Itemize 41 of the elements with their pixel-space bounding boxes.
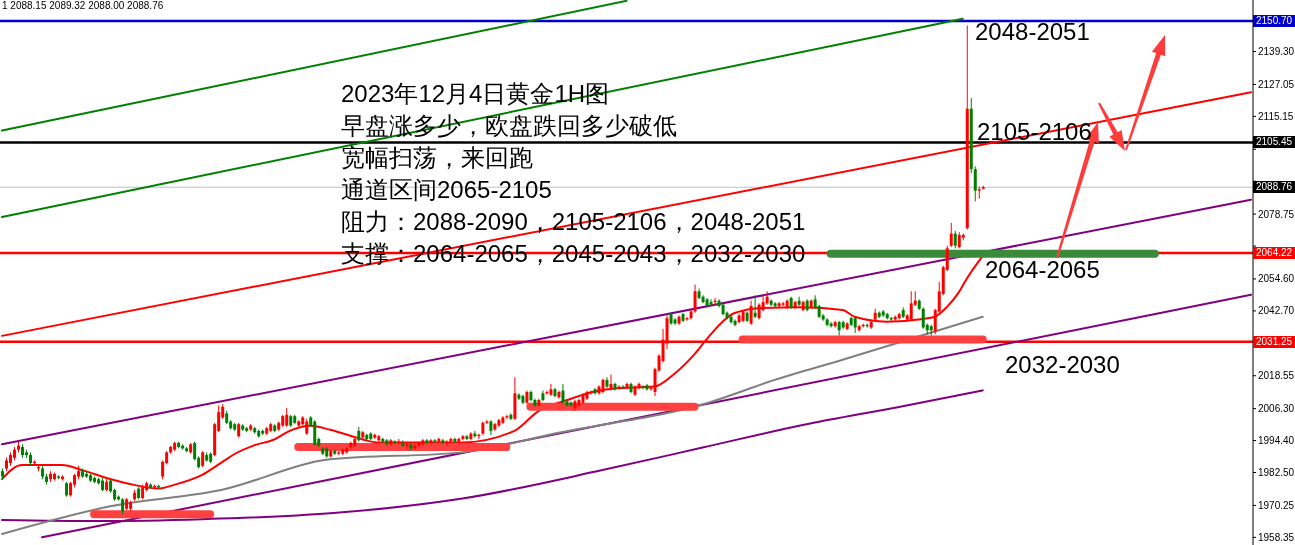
candlestick — [729, 314, 733, 325]
y-tick-label: 2078.75 — [1258, 208, 1295, 220]
line-series — [1, 315, 984, 535]
y-tick-label: 2127.05 — [1258, 78, 1295, 90]
y-tick-label: 2042.70 — [1258, 305, 1295, 317]
candlestick — [549, 383, 553, 397]
candlestick — [609, 374, 613, 392]
candlestick — [765, 290, 769, 306]
ref-line-label: 2088.76 — [1253, 181, 1295, 194]
candlestick — [693, 284, 697, 314]
annotation: 宽幅扫荡，来回跑 — [341, 143, 534, 173]
candlestick — [797, 296, 801, 307]
candlestick — [285, 407, 289, 428]
ref-line-label: 2064.22 — [1253, 247, 1295, 260]
y-tick-label: 2115.15 — [1258, 110, 1294, 122]
y-tick-label: 2054.60 — [1258, 273, 1295, 285]
annotation: 2064-2065 — [985, 256, 1100, 284]
chart-subtitle: 1 2088.15 2089.32 2088.00 2088.76 — [2, 0, 164, 12]
candlestick — [921, 306, 925, 330]
y-tick-label: 1982.50 — [1258, 467, 1295, 479]
y-tick-label: 2018.55 — [1258, 370, 1295, 382]
candlestick — [561, 383, 565, 405]
candlestick — [313, 419, 317, 447]
annotation: 2032-2030 — [1005, 351, 1120, 379]
ref-line-label: 2031.25 — [1253, 335, 1295, 348]
candlestick — [781, 301, 785, 307]
ref-line-label: 2150.70 — [1253, 14, 1295, 27]
y-tick-label: 2006.30 — [1258, 403, 1295, 415]
y-tick-label: 1958.35 — [1258, 531, 1295, 543]
candlestick — [749, 300, 753, 326]
candlestick — [709, 298, 713, 307]
annotation: 通道区间2065-2105 — [341, 175, 553, 205]
candlestick — [753, 294, 757, 319]
ref-line-label: 2105.45 — [1253, 136, 1295, 149]
candlestick — [973, 165, 977, 202]
annotation: 2048-2051 — [975, 18, 1090, 46]
y-tick-label: 1994.40 — [1258, 435, 1295, 447]
candlestick — [949, 222, 953, 248]
y-tick-label: 1970.25 — [1258, 499, 1295, 511]
y-tick-label: 2139.30 — [1258, 46, 1295, 58]
candlestick — [909, 290, 913, 322]
